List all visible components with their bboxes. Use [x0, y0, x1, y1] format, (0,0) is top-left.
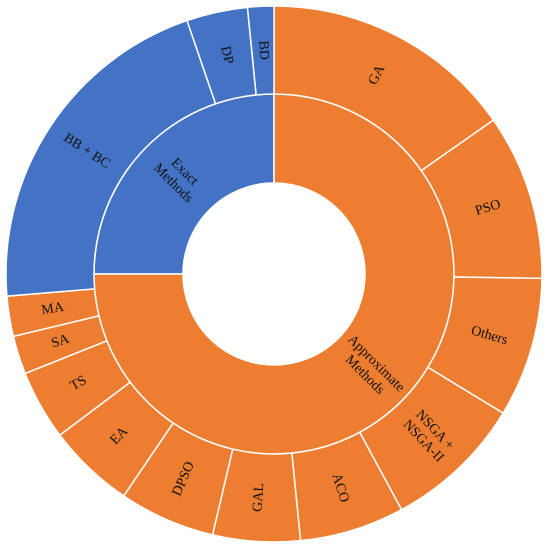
outer-segment-bd — [246, 5, 275, 96]
inner-ring — [93, 93, 455, 455]
outer-label-sa: SA — [50, 331, 72, 351]
outer-label-bd: BD — [255, 40, 271, 60]
outer-ring — [5, 5, 543, 543]
outer-label-pso: PSO — [474, 197, 503, 219]
outer-label-gal: GAL — [250, 483, 267, 513]
outer-label-ts: TS — [68, 373, 90, 394]
outer-label-dp: DP — [217, 45, 236, 66]
outer-label-ma: MA — [40, 300, 66, 319]
